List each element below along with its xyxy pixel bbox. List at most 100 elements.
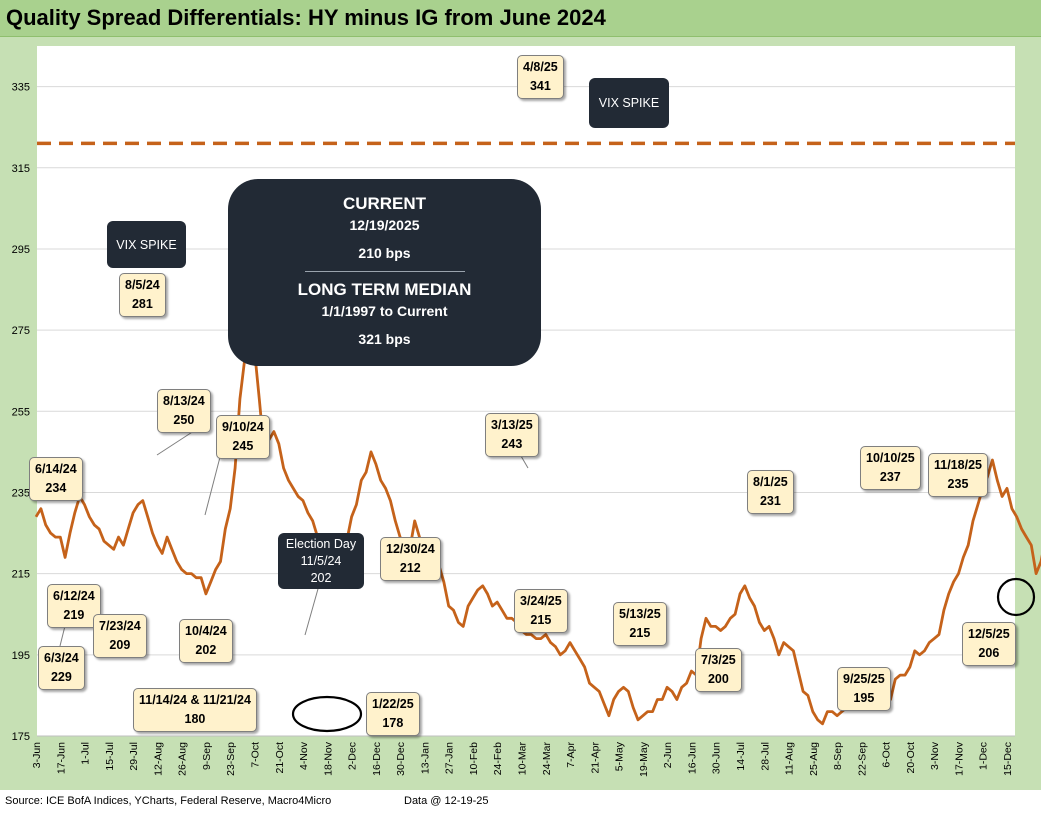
- x-tick-label: 5-May: [614, 741, 626, 771]
- info-box: CURRENT 12/19/2025 210 bps LONG TERM MED…: [228, 179, 541, 366]
- annotation-value: 202: [195, 643, 217, 657]
- annotation-date-2: 11/5/24: [300, 553, 342, 568]
- annotation-date: 3/24/25: [520, 594, 562, 608]
- y-tick-label: 295: [12, 244, 30, 256]
- source-note: Source: ICE BofA Indices, YCharts, Feder…: [5, 795, 332, 807]
- annotation-value: 202: [310, 570, 332, 585]
- annotation-value: 235: [947, 477, 969, 491]
- x-tick-label: 29-Jul: [128, 742, 140, 771]
- annotation-callout: 8/1/25 231: [747, 470, 794, 514]
- annotation-value: 281: [131, 297, 153, 311]
- annotation-callout: 12/5/25 206: [962, 622, 1016, 666]
- annotation-callout: 11/14/24 & 11/21/24 180: [133, 688, 257, 732]
- annotation-value: 234: [45, 481, 67, 495]
- annotation-callout: 5/13/25 215: [613, 602, 667, 646]
- x-tick-label: 24-Mar: [541, 742, 553, 776]
- annotation-callout: 6/14/24 234: [29, 457, 83, 501]
- annotation-date: 8/13/24: [163, 394, 205, 408]
- annotation-leader: [520, 455, 529, 469]
- annotation-callout: 6/12/24 219: [47, 584, 101, 628]
- x-tick-label: 7-Apr: [565, 742, 577, 768]
- x-tick-label: 10-Mar: [517, 742, 529, 776]
- x-tick-label: 7-Oct: [249, 742, 261, 768]
- x-tick-label: 30-Jun: [711, 742, 723, 774]
- x-tick-label: 12-Aug: [152, 742, 164, 776]
- annotation-date: 5/13/25: [619, 607, 661, 621]
- x-tick-label: 16-Jun: [686, 742, 698, 774]
- x-tick-label: 10-Feb: [468, 742, 480, 775]
- y-tick-label: 215: [12, 569, 30, 581]
- y-tick-label: 255: [12, 406, 30, 418]
- annotation-callout: 6/3/24 229: [38, 646, 85, 690]
- annotation-callout: 10/10/25 237: [860, 446, 921, 490]
- x-tick-label: 1-Dec: [978, 742, 990, 770]
- annotation-date: 9/25/25: [843, 672, 885, 686]
- annotation-date: 1/22/25: [372, 697, 414, 711]
- x-tick-label: 17-Jun: [55, 742, 67, 774]
- x-tick-label: 25-Aug: [808, 742, 820, 776]
- annotation-date: 4/8/25: [523, 60, 558, 74]
- x-tick-label: 27-Jan: [444, 742, 456, 774]
- y-tick-label: 335: [12, 82, 30, 94]
- annotation-value: 250: [173, 413, 195, 427]
- x-tick-label: 15-Jul: [104, 742, 116, 771]
- x-tick-label: 26-Aug: [177, 742, 189, 776]
- current-value-circle: [996, 577, 1036, 617]
- x-tick-label: 21-Oct: [274, 742, 286, 774]
- vix-spike-label: VIX SPIKE: [589, 78, 669, 128]
- annotation-value: 215: [530, 613, 552, 627]
- x-tick-label: 2-Dec: [347, 742, 359, 770]
- annotation-callout: 7/3/25 200: [695, 648, 742, 692]
- median-label: LONG TERM MEDIAN: [297, 280, 472, 299]
- annotation-callout: 8/13/24 250: [157, 389, 211, 433]
- annotation-date: 6/14/24: [35, 462, 77, 476]
- x-tick-label: 17-Nov: [953, 741, 965, 776]
- annotation-date: 6/12/24: [53, 589, 95, 603]
- x-tick-label: 21-Apr: [589, 741, 601, 773]
- annotation-value: 231: [759, 494, 781, 508]
- x-tick-label: 13-Jan: [419, 742, 431, 774]
- annotation-date: 12/30/24: [386, 542, 435, 556]
- annotation-date: Election Day: [285, 536, 357, 551]
- median-value: 321 bps: [358, 331, 411, 347]
- election-day-annotation: Election Day 11/5/24 202: [278, 533, 364, 589]
- y-tick-label: 195: [12, 650, 30, 662]
- vix-spike-label: VIX SPIKE: [107, 221, 186, 268]
- current-date: 12/19/2025: [349, 217, 420, 233]
- annotation-callout: 3/13/25 243: [485, 413, 539, 457]
- annotation-callout: 11/18/25 235: [928, 453, 988, 497]
- x-tick-label: 15-Dec: [1002, 742, 1014, 776]
- x-tick-label: 1-Jul: [80, 742, 92, 765]
- annotation-value: 209: [109, 638, 131, 652]
- x-tick-label: 3-Nov: [929, 741, 941, 770]
- x-tick-label: 9-Sep: [201, 742, 213, 770]
- chart-title: Quality Spread Differentials: HY minus I…: [6, 5, 606, 30]
- annotation-callout: 10/4/24 202: [179, 619, 233, 663]
- annotation-callout: 12/30/24 212: [380, 537, 441, 581]
- x-tick-label: 22-Sep: [856, 742, 868, 776]
- line-chart: 175 195 215 235 255 275 295 315 335 3-Jun 17-Jun 1-…: [12, 82, 1041, 777]
- data-date-note: Data @ 12-19-25: [404, 795, 489, 807]
- annotation-callout: 8/5/24 281: [119, 273, 166, 317]
- annotation-value: 180: [184, 712, 206, 726]
- annotation-callout: 9/25/25 195: [837, 667, 891, 711]
- annotation-date: 6/3/24: [44, 651, 79, 665]
- x-tick-label: 8-Sep: [832, 742, 844, 770]
- x-tick-label: 3-Jun: [31, 742, 43, 768]
- series-line: [34, 304, 1041, 726]
- x-tick-label: 24-Feb: [492, 742, 504, 775]
- annotation-date: 10/4/24: [185, 624, 227, 638]
- x-tick-label: 20-Oct: [905, 742, 917, 774]
- annotation-date: 8/5/24: [125, 278, 160, 292]
- annotation-value: 215: [629, 626, 651, 640]
- x-tick-label: 14-Jul: [735, 742, 747, 771]
- annotation-value: 200: [707, 672, 729, 686]
- annotation-date: 11/14/24 & 11/21/24: [139, 693, 251, 707]
- title-bar: Quality Spread Differentials: HY minus I…: [0, 0, 1041, 37]
- annotation-value: 237: [879, 470, 901, 484]
- annotation-callout: 3/24/25 215: [514, 589, 568, 633]
- y-tick-label: 235: [12, 487, 30, 499]
- annotation-date: 12/5/25: [968, 627, 1010, 641]
- annotation-date: 7/23/24: [99, 619, 141, 633]
- x-tick-label: 18-Nov: [322, 741, 334, 776]
